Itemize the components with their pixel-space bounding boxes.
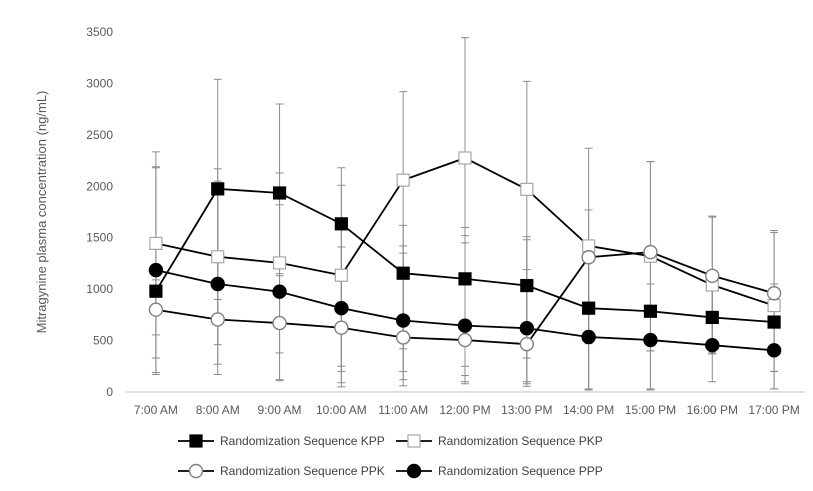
data-point bbox=[766, 286, 782, 301]
x-tick-label: 13:00 PM bbox=[501, 403, 552, 417]
data-point bbox=[272, 315, 287, 331]
data-point bbox=[520, 278, 534, 293]
data-point bbox=[705, 268, 720, 283]
data-point bbox=[334, 300, 349, 316]
y-tick-label: 1500 bbox=[86, 231, 113, 245]
data-point bbox=[520, 182, 534, 196]
x-tick-label: 16:00 PM bbox=[687, 403, 738, 417]
x-tick-label: 8:00 AM bbox=[196, 403, 240, 417]
data-point bbox=[334, 320, 349, 335]
data-point bbox=[457, 332, 473, 348]
data-point bbox=[148, 302, 164, 317]
legend-marker bbox=[407, 434, 421, 448]
x-tick-label: 11:00 AM bbox=[378, 403, 428, 417]
data-point bbox=[643, 244, 658, 260]
x-tick-label: 9:00 AM bbox=[258, 403, 302, 417]
data-point bbox=[767, 315, 781, 329]
legend-marker bbox=[188, 463, 204, 479]
data-point bbox=[272, 186, 287, 200]
legend-label: Randomization Sequence PPP bbox=[438, 464, 603, 478]
y-tick-label: 2000 bbox=[86, 179, 113, 193]
y-tick-label: 1000 bbox=[86, 282, 113, 296]
data-point bbox=[458, 151, 472, 165]
y-tick-label: 0 bbox=[106, 385, 113, 399]
legend-marker bbox=[189, 434, 203, 448]
y-tick-label: 3500 bbox=[86, 25, 113, 39]
data-point bbox=[581, 250, 596, 265]
series-markers bbox=[148, 151, 782, 358]
data-point bbox=[458, 272, 472, 286]
data-point bbox=[149, 236, 163, 250]
data-point bbox=[334, 268, 348, 282]
data-point bbox=[705, 310, 719, 325]
axes: 0 500 1000 1500 2000 2500 3000 3500 7:00 AM 8:00 … bbox=[86, 25, 805, 417]
x-tick-label: 7:00 AM bbox=[134, 403, 178, 417]
data-point bbox=[211, 250, 225, 264]
x-tick-label: 15:00 PM bbox=[625, 403, 676, 417]
data-point bbox=[519, 321, 535, 336]
data-point bbox=[767, 299, 781, 313]
data-point bbox=[149, 284, 163, 298]
data-point bbox=[210, 312, 225, 327]
x-tick-label: 10:00 AM bbox=[316, 403, 367, 417]
data-point bbox=[766, 343, 782, 358]
y-tick-label: 2500 bbox=[86, 128, 113, 142]
data-point bbox=[396, 173, 410, 187]
data-point bbox=[395, 313, 411, 328]
data-point bbox=[519, 336, 535, 352]
data-point bbox=[272, 284, 287, 299]
data-point bbox=[395, 330, 411, 345]
data-point bbox=[643, 332, 658, 348]
y-tick-label: 3000 bbox=[86, 76, 113, 90]
legend-marker bbox=[406, 463, 422, 479]
legend: Randomization Sequence KPP Randomization … bbox=[178, 434, 603, 479]
data-point bbox=[210, 276, 225, 292]
data-point bbox=[582, 301, 596, 315]
data-point bbox=[148, 262, 164, 278]
legend-label: Randomization Sequence PPK bbox=[220, 464, 385, 478]
y-axis-title: Mitragynine plasma concentration (ng/mL) bbox=[34, 91, 49, 334]
data-point bbox=[643, 304, 658, 318]
data-point bbox=[581, 329, 596, 345]
x-tick-label: 17:00 PM bbox=[748, 403, 799, 417]
data-point bbox=[457, 318, 473, 333]
data-point bbox=[272, 256, 287, 270]
data-point bbox=[705, 338, 720, 353]
legend-label: Randomization Sequence PKP bbox=[438, 434, 603, 448]
data-point bbox=[334, 217, 348, 231]
data-point bbox=[211, 182, 225, 196]
x-tick-label: 12:00 PM bbox=[439, 403, 490, 417]
legend-label: Randomization Sequence KPP bbox=[220, 434, 385, 448]
data-point bbox=[396, 266, 410, 280]
x-tick-label: 14:00 PM bbox=[563, 403, 614, 417]
y-tick-label: 500 bbox=[93, 334, 113, 348]
